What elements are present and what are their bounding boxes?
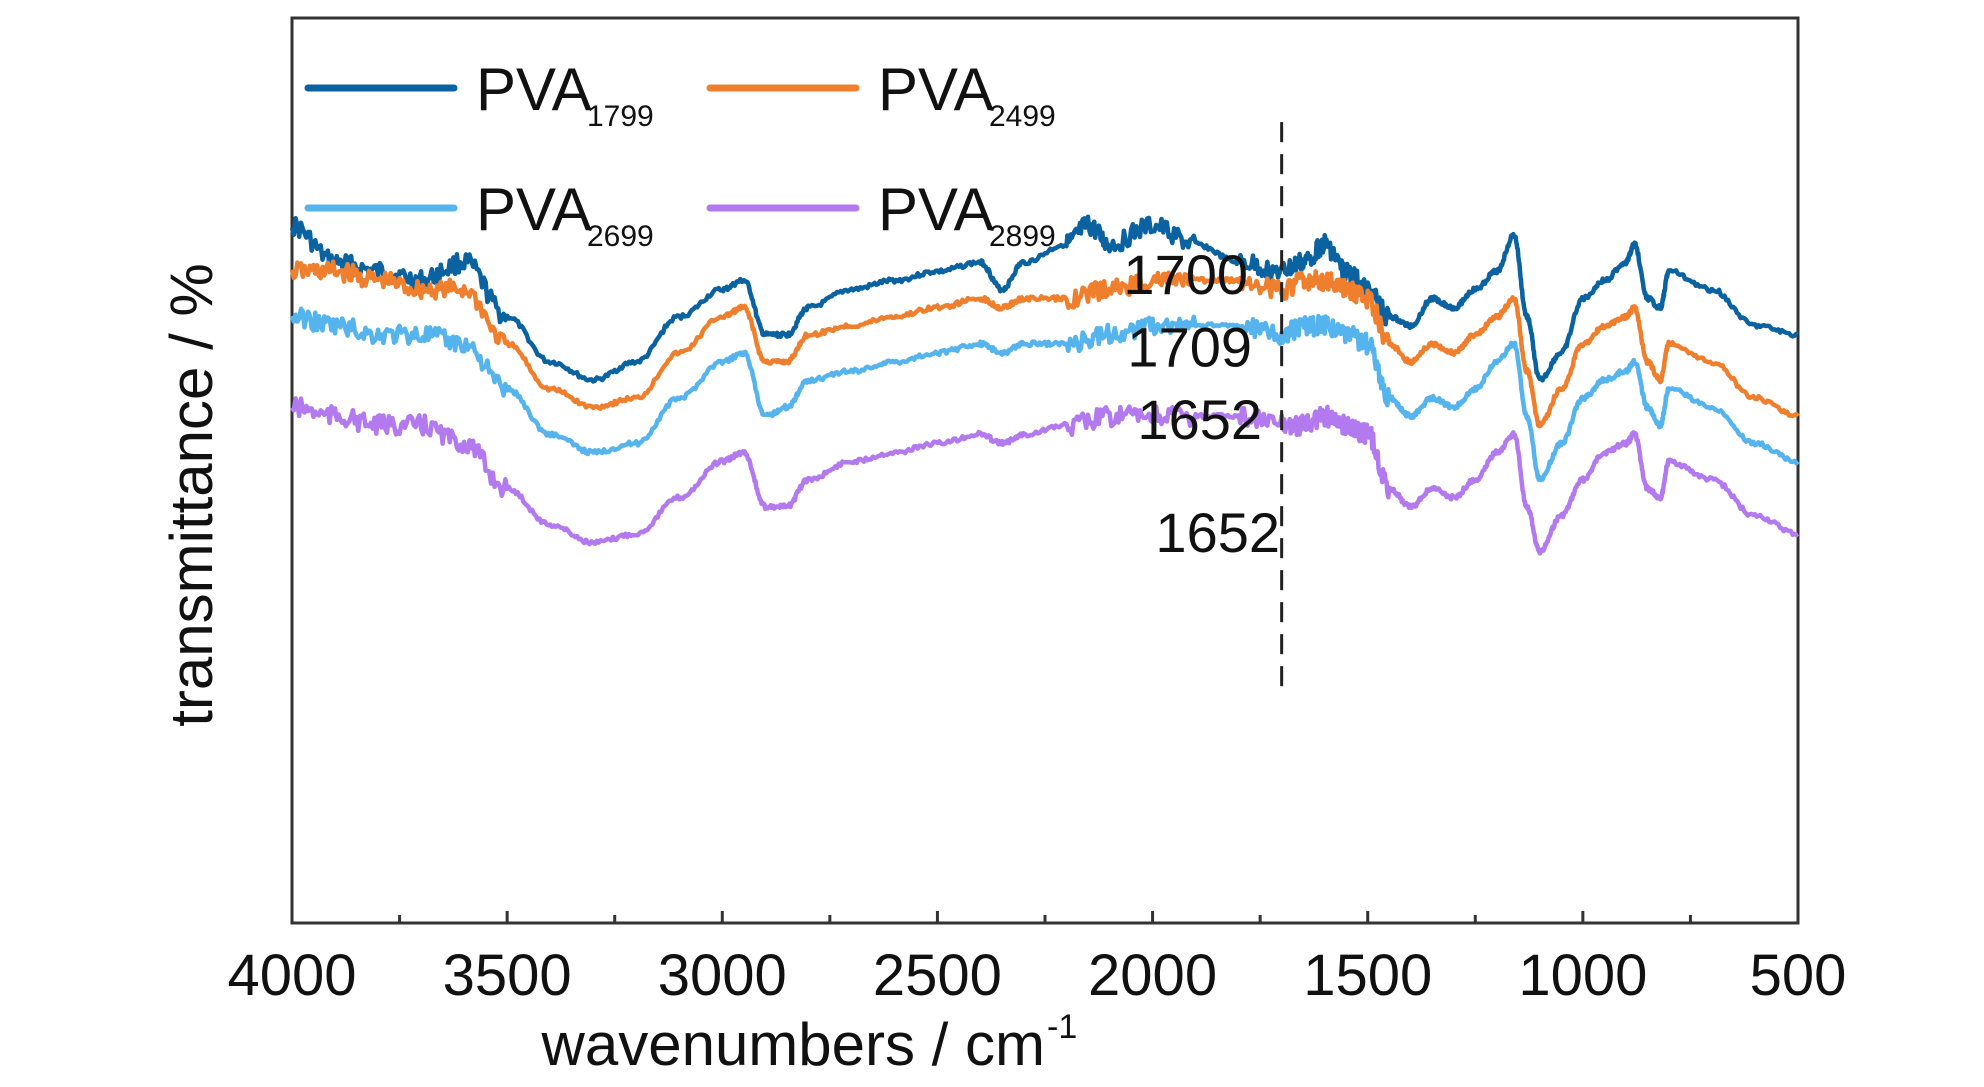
series-line-PVA2899 — [290, 396, 1800, 556]
series-line-PVA1799 — [289, 214, 1800, 384]
legend-label: PVA — [878, 176, 994, 243]
legend-label-subscript: 2699 — [587, 220, 654, 253]
x-axis-title: wavenumbers / cm — [541, 1011, 1046, 1078]
plot-frame — [290, 16, 1800, 925]
x-tick-label: 500 — [1750, 943, 1847, 1008]
series-layer — [289, 214, 1800, 556]
x-tick-label: 2000 — [1088, 943, 1217, 1008]
x-tick-label: 2500 — [873, 943, 1002, 1008]
x-tick-label: 3000 — [658, 943, 787, 1008]
annotation-1652: 1652 — [1137, 388, 1262, 451]
legend-label-subscript: 2899 — [989, 220, 1056, 253]
annotation-1709: 1709 — [1127, 315, 1252, 378]
legend-label-subscript: 2499 — [989, 100, 1056, 133]
y-axis-title: transmittance / % — [158, 263, 225, 727]
legend-label: PVA — [476, 176, 592, 243]
x-tick-label: 4000 — [227, 943, 356, 1008]
x-axis-title-superscript: -1 — [1047, 1008, 1077, 1046]
series-line-PVA2699 — [289, 306, 1800, 483]
series-line-PVA2499 — [289, 259, 1800, 429]
x-tick-label: 1500 — [1303, 943, 1432, 1008]
x-ticks: 4000 3500 3000 2500 2000 1500 1000 500 — [227, 911, 1846, 1008]
x-tick-label: 1000 — [1518, 943, 1647, 1008]
annotation-1700: 1700 — [1123, 243, 1248, 306]
legend-label: PVA — [476, 56, 592, 123]
annotation-1652: 1652 — [1155, 501, 1280, 564]
annotations: 1700 1709 1652 1652 — [1123, 243, 1280, 564]
legend-label: PVA — [878, 56, 994, 123]
legend-label-subscript: 1799 — [587, 100, 654, 133]
x-tick-label: 3500 — [443, 943, 572, 1008]
